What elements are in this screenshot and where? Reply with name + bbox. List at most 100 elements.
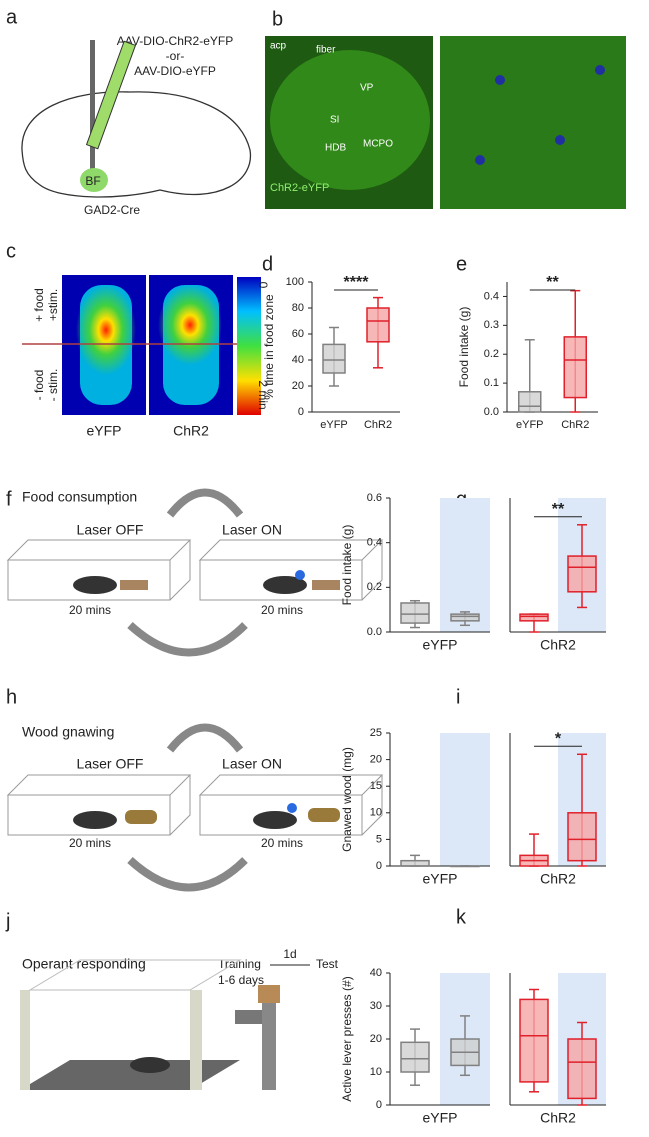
panel-label: a — [6, 6, 18, 28]
condition-label: Laser ON — [222, 522, 282, 538]
y-tick-label: 0.0 — [484, 406, 499, 418]
box — [400, 602, 430, 624]
panel-label: c — [6, 240, 16, 262]
chamber-top — [28, 959, 242, 991]
y-tick-label: 80 — [292, 302, 304, 314]
duration-label: 20 mins — [69, 836, 111, 850]
condition-label: Laser ON — [222, 756, 282, 772]
chamber-floor — [20, 1060, 240, 1090]
region-label: MCPO — [363, 139, 393, 150]
x-tick-label: eYFP — [422, 1110, 457, 1126]
y-tick-label: 0.0 — [367, 626, 382, 638]
mouse-label: GAD2-Cre — [84, 203, 140, 217]
colorbar-label: 2 min — [256, 380, 270, 409]
region-label: HDB — [325, 143, 346, 154]
box — [563, 336, 587, 399]
y-tick-label: 0.2 — [367, 581, 382, 593]
box — [567, 555, 597, 593]
syringe — [85, 40, 137, 150]
y-tick-label: 0 — [298, 406, 304, 418]
y-tick-label: 15 — [370, 780, 382, 792]
duration-label: 20 mins — [261, 603, 303, 617]
y-tick-label: 40 — [370, 967, 382, 979]
y-tick-label: 20 — [370, 754, 382, 766]
cell — [495, 75, 505, 85]
significance-label: ** — [552, 501, 565, 518]
fiber — [90, 40, 95, 170]
cycle-arrow — [166, 723, 244, 753]
schedule-label: 1d — [283, 947, 296, 961]
panel-label: b — [272, 8, 283, 30]
schedule-label: 1-6 days — [218, 973, 264, 987]
panel-title: Food consumption — [22, 489, 137, 505]
group-label: ChR2 — [173, 423, 209, 439]
micrograph-glow — [270, 50, 430, 190]
significance-label: ** — [546, 274, 559, 291]
panel-title: Wood gnawing — [22, 724, 114, 740]
x-tick-label: ChR2 — [540, 1110, 576, 1126]
significance-label: * — [555, 730, 562, 747]
mouse — [130, 1057, 170, 1073]
schedule-label: Test — [316, 957, 339, 971]
box — [366, 307, 390, 343]
panel-label: h — [6, 686, 17, 708]
panel-label: k — [456, 906, 467, 928]
x-tick-label: ChR2 — [561, 419, 589, 431]
x-tick-label: ChR2 — [364, 419, 392, 431]
y-tick-label: 0.6 — [367, 492, 382, 504]
virus-label: AAV-DIO-eYFP — [134, 64, 216, 78]
cycle-arrow — [127, 857, 248, 892]
wood — [308, 808, 340, 822]
box — [567, 812, 597, 862]
box — [400, 859, 430, 867]
y-axis-label: Food intake (g) — [340, 525, 354, 606]
heat-blob — [158, 285, 222, 365]
zone-label: - stim. — [46, 369, 60, 402]
box — [322, 343, 346, 374]
virus-label: -or- — [166, 49, 185, 63]
y-axis-label: Gnawed wood (mg) — [340, 747, 354, 852]
pellet-cup — [258, 985, 280, 1003]
y-tick-label: 10 — [370, 1066, 382, 1078]
cell — [555, 135, 565, 145]
cycle-arrow — [127, 622, 248, 657]
region-label: acp — [270, 41, 287, 52]
cycle-arrow — [166, 488, 244, 518]
y-tick-label: 0.4 — [484, 290, 499, 302]
box — [519, 998, 549, 1083]
bf-region — [80, 168, 108, 192]
laser — [287, 803, 297, 813]
brain-outline — [21, 91, 252, 198]
mouse — [73, 811, 117, 829]
x-tick-label: eYFP — [516, 419, 544, 431]
mouse — [263, 576, 307, 594]
chamber-wall — [190, 990, 202, 1090]
schedule-label: Training — [218, 957, 261, 971]
box — [518, 391, 542, 413]
box — [519, 613, 549, 622]
x-tick-label: ChR2 — [540, 637, 576, 653]
colorbar-label: 0 — [256, 282, 270, 289]
zone-label: +stim. — [46, 289, 60, 321]
region-label: VP — [360, 83, 374, 94]
colorbar — [237, 277, 261, 415]
y-tick-label: 100 — [286, 276, 304, 288]
y-tick-label: 0.2 — [484, 348, 499, 360]
panel-label: j — [5, 910, 10, 932]
chamber-wall — [20, 990, 30, 1090]
mouse — [73, 576, 117, 594]
region-label: BF — [85, 174, 100, 188]
panel-label: f — [6, 488, 12, 510]
y-tick-label: 0.4 — [367, 537, 382, 549]
box — [450, 613, 480, 622]
x-tick-label: eYFP — [320, 419, 348, 431]
panel-label: i — [456, 686, 460, 708]
duration-label: 20 mins — [69, 603, 111, 617]
laser — [295, 570, 305, 580]
y-tick-label: 40 — [292, 354, 304, 366]
zone-label: + food — [32, 288, 46, 322]
duration-label: 20 mins — [261, 836, 303, 850]
y-tick-label: 5 — [376, 833, 382, 845]
heat-blob — [76, 285, 136, 375]
micrograph — [440, 36, 626, 209]
